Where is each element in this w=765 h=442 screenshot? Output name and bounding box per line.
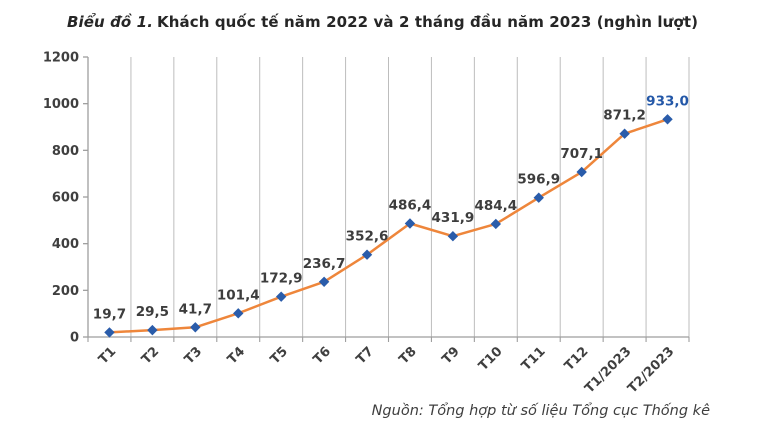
x-axis-tick-label: T2 [139,344,162,367]
data-point-marker [533,192,544,203]
data-point-label: 431,9 [432,210,475,226]
data-point-label: 707,1 [560,146,603,162]
data-point-marker [275,291,287,302]
chart-title-prefix: Biểu đồ 1. [66,13,153,31]
y-axis-tick-label: 400 [52,237,79,252]
x-axis-tick-label: T8 [397,344,420,367]
data-point-marker [233,308,244,319]
x-axis-tick-label: T2/2023 [625,344,677,396]
chart-title-text: Khách quốc tế năm 2022 và 2 tháng đầu nă… [157,13,699,31]
data-point-marker [104,327,115,338]
x-axis-tick-label: T3 [182,344,205,367]
chart-title: Biểu đồ 1. Khách quốc tế năm 2022 và 2 th… [0,13,765,31]
data-point-marker [190,322,201,333]
data-point-label: 484,4 [474,198,517,214]
data-point-label: 41,7 [179,301,212,317]
data-point-marker [619,128,630,139]
data-point-label: 596,9 [517,172,560,188]
data-point-marker [447,231,459,242]
data-point-label: 29,5 [136,304,169,320]
data-point-marker [490,218,502,230]
data-point-marker [318,276,330,287]
data-point-label: 172,9 [260,271,303,287]
x-axis-tick-label: T10 [476,344,506,374]
y-axis-tick-label: 200 [52,284,79,299]
y-axis-tick-label: 1000 [43,97,79,112]
x-axis-tick-label: T1 [96,344,119,367]
x-axis-tick-label: T6 [311,344,334,367]
data-point-marker [662,114,673,125]
data-point-label: 486,4 [389,198,432,214]
y-axis-tick-label: 1200 [43,51,79,66]
data-point-label: 352,6 [346,229,389,245]
x-axis-tick-label: T11 [519,344,549,374]
source-note: Nguồn: Tổng hợp từ số liệu Tổng cục Thốn… [371,403,710,419]
y-axis-tick-label: 800 [52,144,79,159]
data-point-label: 101,4 [217,287,260,303]
data-series-line [108,118,669,334]
data-point-label: 236,7 [303,256,346,272]
x-axis-tick-label: T12 [562,344,592,374]
data-point-marker [361,249,373,260]
data-point-label: 19,7 [93,306,126,322]
data-point-label-highlight: 933,0 [646,93,689,109]
y-axis-tick-label: 600 [52,191,79,206]
x-axis-tick-label: T5 [268,344,291,367]
x-axis-tick-label: T4 [225,344,248,367]
y-axis-tick-label: 0 [70,331,79,346]
data-point-marker [404,218,416,229]
data-point-label: 871,2 [603,108,646,124]
x-axis-tick-label: T9 [439,344,462,367]
x-axis-tick-label: T7 [354,344,377,367]
data-point-marker [576,166,587,178]
data-point-marker [147,324,158,336]
